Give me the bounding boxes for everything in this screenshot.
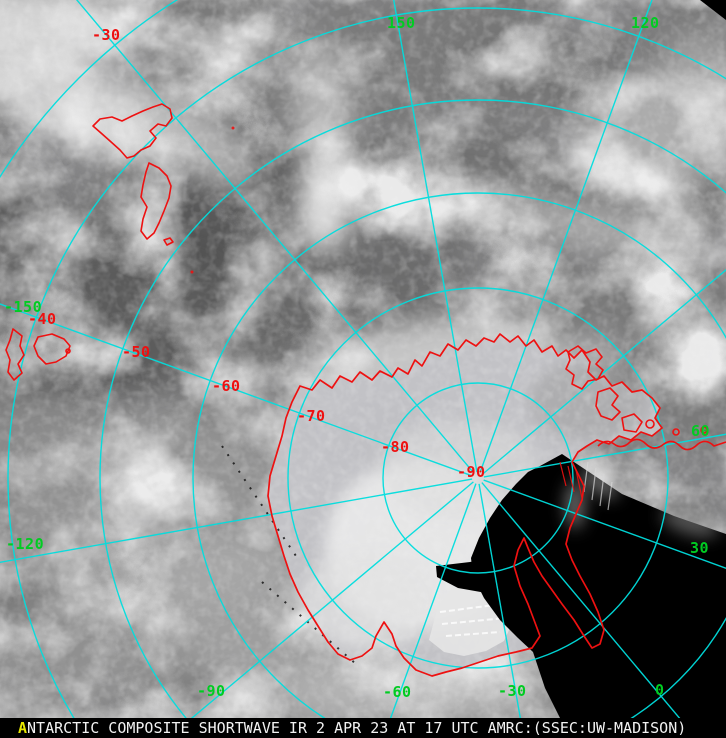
wedge-data-speckle	[565, 465, 719, 537]
longitude-label: -120	[6, 535, 44, 553]
longitude-label: -30	[498, 682, 527, 700]
meridian--150	[0, 303, 473, 477]
latitude-label: -90	[457, 463, 486, 481]
latitude-circle--40	[7, 7, 726, 718]
meridian--60	[389, 483, 477, 718]
latitude-circle--80	[382, 382, 574, 574]
longitude-label: 60	[691, 422, 710, 440]
meridian-150	[393, 0, 478, 473]
meridian-30	[483, 479, 726, 570]
meridian--180	[75, 0, 475, 474]
coastline-new-zealand	[92, 103, 174, 246]
meridian-120	[479, 0, 653, 473]
coastline-islands-left	[5, 328, 71, 381]
coastline-hatch-marks	[190, 126, 583, 499]
longitude-label: -90	[197, 682, 226, 700]
longitude-label: -150	[4, 298, 42, 316]
longitude-label: 120	[631, 14, 660, 32]
meridian-60	[483, 433, 726, 478]
latitude-circle--70	[287, 287, 669, 669]
latitude-label: -50	[122, 343, 151, 361]
caption-first-char: A	[18, 719, 28, 737]
missing-data-corner	[700, 0, 726, 20]
latitude-label: -60	[212, 377, 241, 395]
longitude-label: -60	[383, 683, 412, 701]
meridian-0	[481, 482, 681, 718]
meridian-90	[482, 268, 726, 475]
meridian--120	[0, 478, 473, 563]
latitude-label: -80	[381, 438, 410, 456]
longitude-label: 0	[655, 681, 665, 699]
swath-edge-dots	[221, 445, 357, 665]
missing-data-wedge	[471, 454, 726, 718]
latitude-circle--50	[99, 99, 726, 718]
latitude-label: -30	[92, 26, 121, 44]
meridian--90	[190, 481, 474, 718]
caption-bar: ANTARCTIC COMPOSITE SHORTWAVE IR 2 APR 2…	[0, 718, 726, 738]
longitude-label: 30	[690, 539, 709, 557]
latitude-label: -70	[297, 407, 326, 425]
caption-text: NTARCTIC COMPOSITE SHORTWAVE IR 2 APR 23…	[27, 719, 687, 737]
graticule-labels: -30 -40 -50 -60 -70 -80 -90 150 120 60 30 0 -30 -60 -9…	[4, 14, 710, 701]
coastline-island-chain-ne	[565, 345, 726, 451]
latitude-label: -40	[28, 310, 57, 328]
longitude-label: 150	[387, 14, 416, 32]
meridian--30	[478, 483, 522, 718]
latitude-circle--60	[192, 192, 726, 718]
